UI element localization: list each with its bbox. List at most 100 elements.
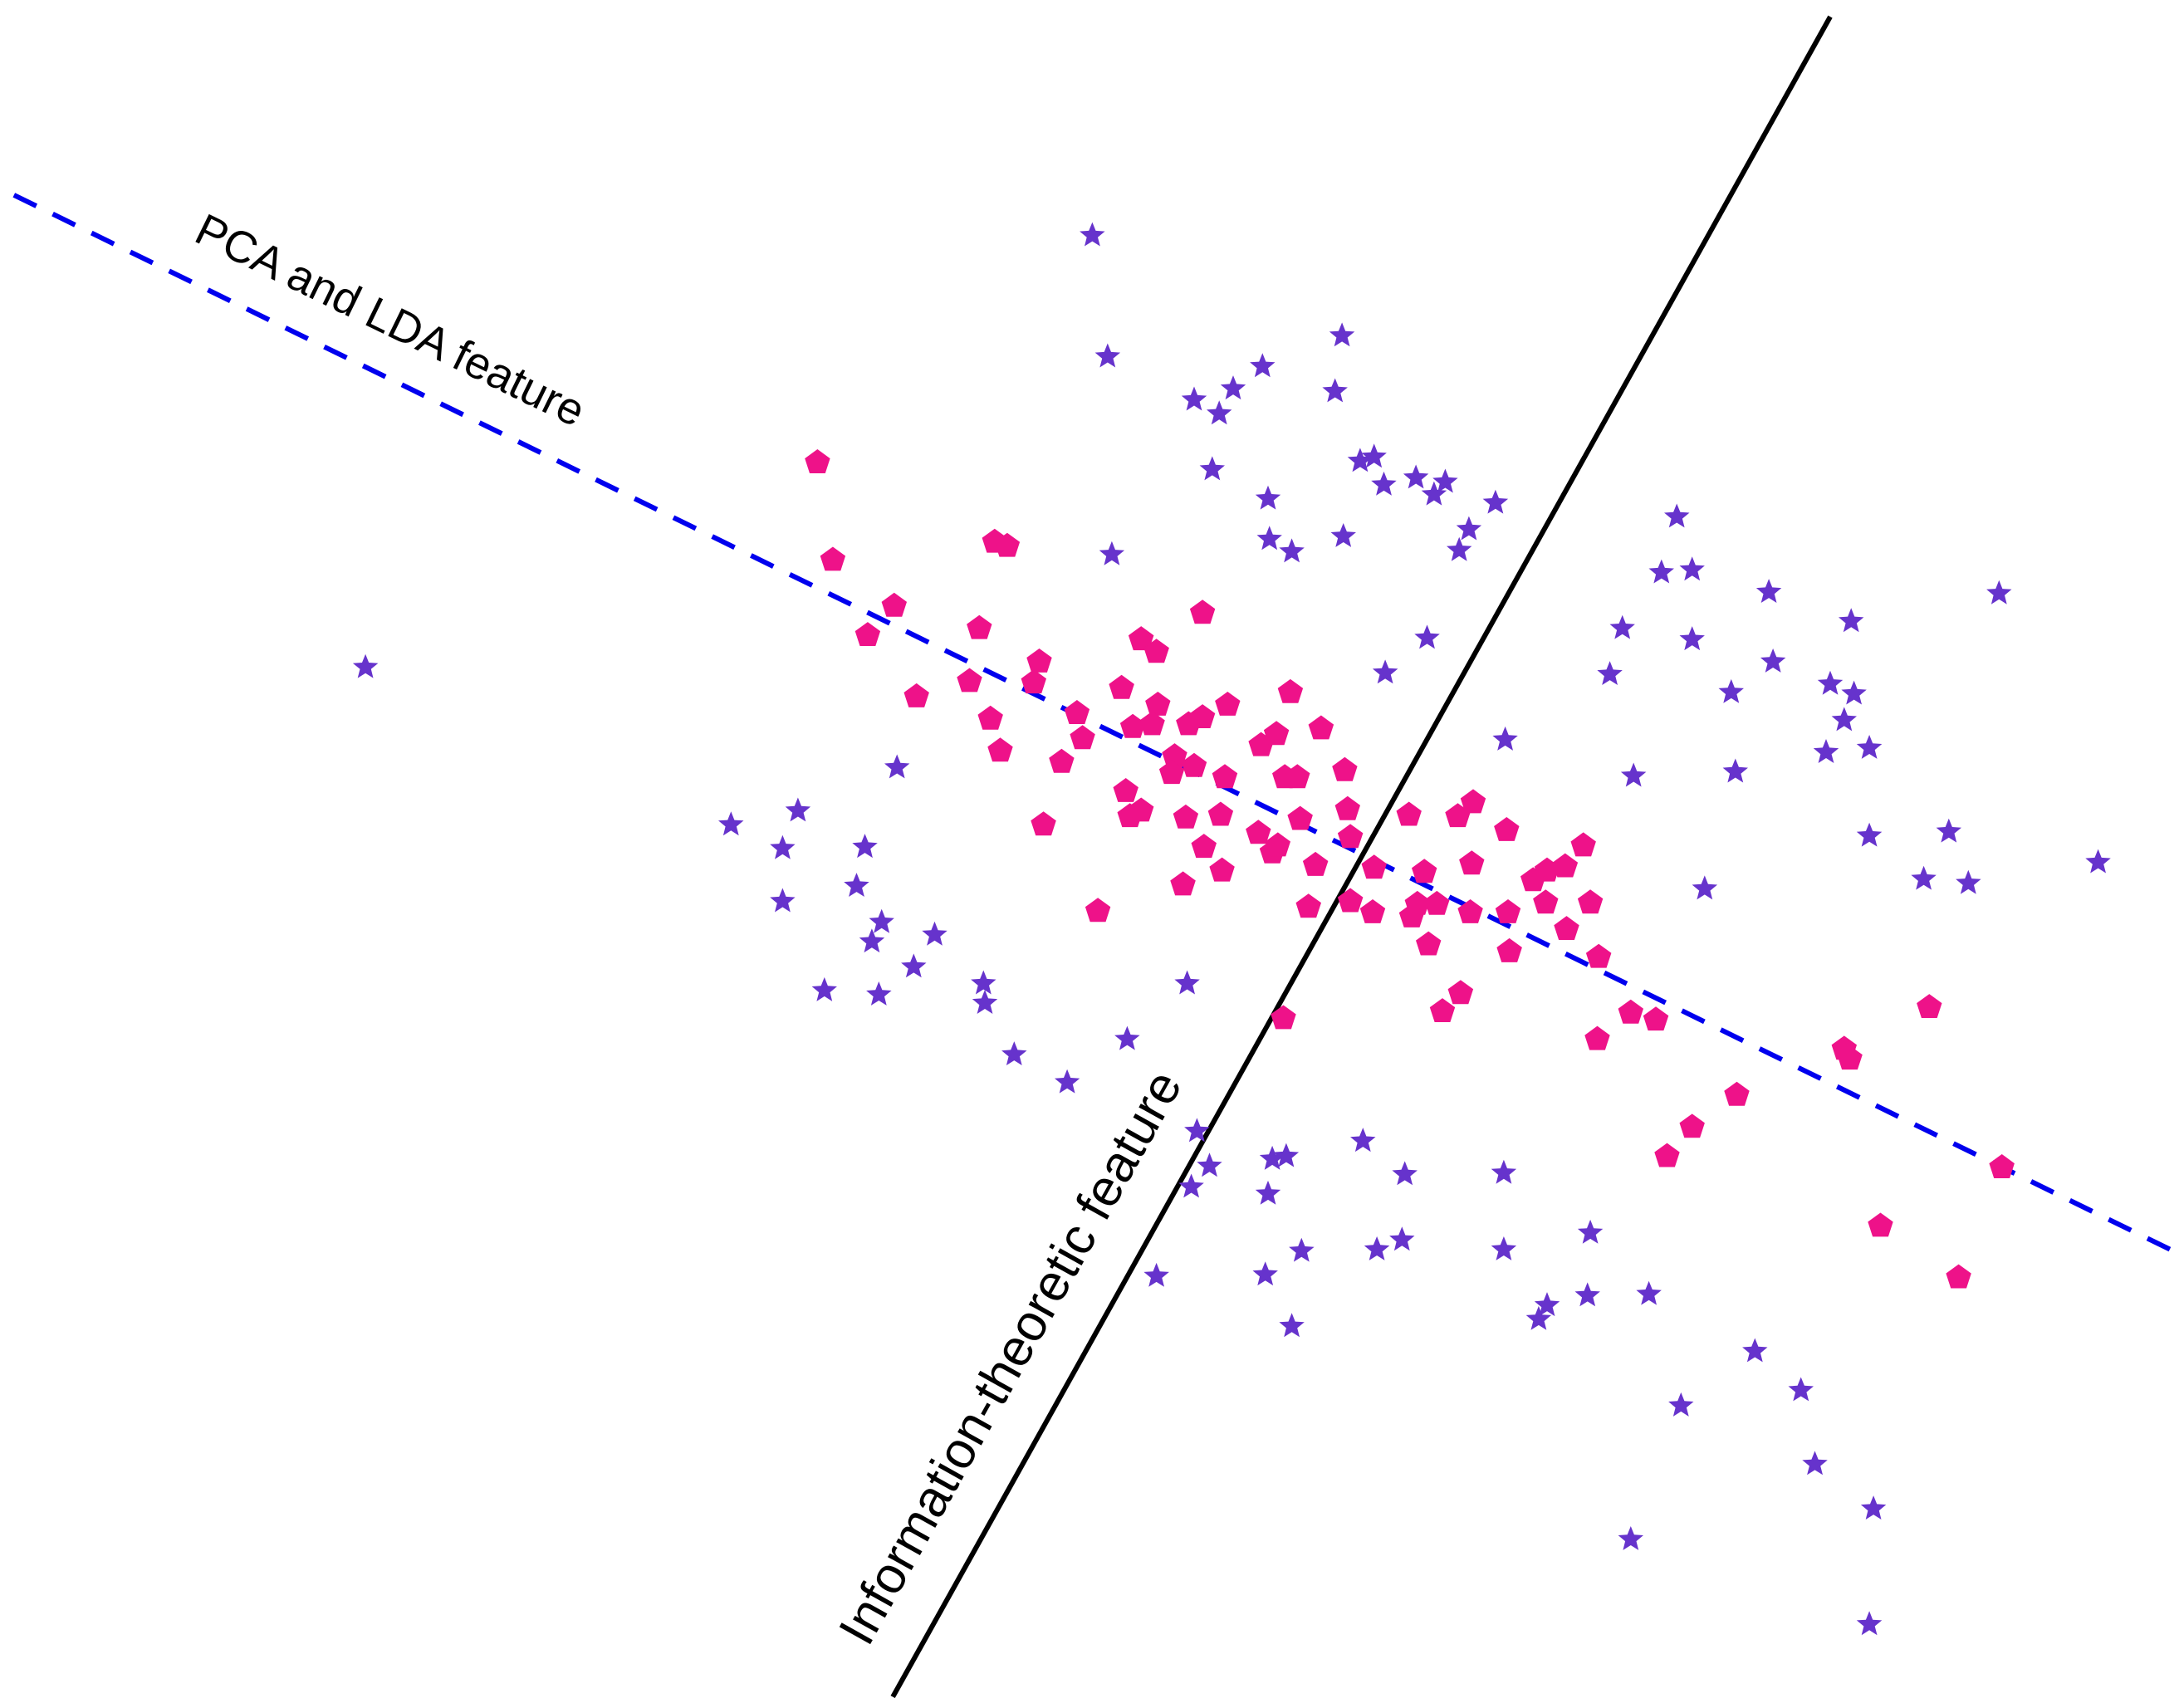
pentagon-point bbox=[1554, 916, 1579, 940]
pentagon-point bbox=[903, 683, 929, 707]
star-point bbox=[1841, 680, 1867, 705]
star-point bbox=[1329, 322, 1355, 347]
pentagon-point bbox=[881, 592, 907, 617]
pentagon-point bbox=[1416, 931, 1442, 956]
feature-line bbox=[12, 193, 2175, 1254]
star-point bbox=[1597, 661, 1623, 685]
star-point bbox=[1664, 503, 1690, 528]
pentagon-point bbox=[1209, 857, 1235, 882]
star-point bbox=[1350, 1128, 1376, 1153]
star-point bbox=[1114, 1025, 1140, 1050]
star-point bbox=[1936, 818, 1961, 843]
pentagon-point bbox=[977, 705, 1003, 730]
star-point bbox=[1080, 222, 1105, 247]
pentagon-point bbox=[1181, 752, 1207, 777]
star-point bbox=[1432, 468, 1458, 493]
star-point bbox=[1482, 489, 1509, 514]
star-point bbox=[1668, 1392, 1694, 1417]
pentagon-point bbox=[1189, 704, 1216, 728]
pentagon-point bbox=[1031, 811, 1056, 836]
star-point bbox=[1361, 443, 1387, 468]
pentagon-point bbox=[987, 737, 1013, 762]
star-point bbox=[1447, 536, 1472, 561]
pentagon-point bbox=[820, 546, 846, 571]
star-point bbox=[1986, 580, 2012, 604]
star-point bbox=[1178, 1173, 1204, 1198]
pentagon-point bbox=[1049, 748, 1075, 773]
star-point bbox=[1577, 1219, 1604, 1244]
star-point bbox=[1491, 1159, 1517, 1184]
pentagon-point bbox=[1271, 1005, 1296, 1030]
star-point bbox=[1143, 1262, 1169, 1287]
pentagon-point bbox=[1277, 678, 1304, 703]
star-point bbox=[1492, 726, 1518, 751]
star-point bbox=[1456, 516, 1482, 541]
pentagon-point bbox=[1139, 711, 1165, 736]
star-point bbox=[1099, 541, 1125, 565]
star-point bbox=[1364, 1236, 1390, 1260]
star-point bbox=[1574, 1282, 1600, 1307]
pentagon-point bbox=[1145, 692, 1171, 716]
pentagon-point bbox=[1396, 801, 1422, 826]
pentagon-point bbox=[1552, 853, 1579, 878]
star-point bbox=[1788, 1377, 1814, 1402]
star-point bbox=[1956, 869, 1981, 894]
pentagon-point bbox=[1334, 795, 1360, 820]
pentagon-point bbox=[1128, 626, 1154, 651]
pentagon-point bbox=[1191, 834, 1217, 859]
star-point bbox=[866, 981, 892, 1006]
pentagon-point bbox=[1457, 899, 1483, 923]
star-point bbox=[1197, 1153, 1222, 1177]
star-point bbox=[1648, 559, 1674, 584]
pentagon-point bbox=[1585, 943, 1612, 968]
pentagon-point bbox=[1495, 899, 1521, 923]
pentagon-point bbox=[805, 449, 830, 473]
line-label: Information-theoretic feature bbox=[828, 1061, 1193, 1654]
star-point bbox=[1856, 1611, 1883, 1636]
star-point bbox=[1839, 608, 1864, 633]
star-point bbox=[1371, 471, 1397, 496]
pentagon-point bbox=[1215, 692, 1241, 716]
star-point bbox=[1609, 614, 1635, 639]
star-point bbox=[811, 976, 837, 1001]
star-point bbox=[1330, 523, 1356, 547]
star-point bbox=[1289, 1237, 1315, 1262]
pentagon-point bbox=[1337, 824, 1364, 849]
star-point bbox=[770, 888, 796, 913]
star-point bbox=[1259, 1145, 1285, 1170]
star-point bbox=[1255, 1180, 1281, 1205]
pentagon-point bbox=[1070, 725, 1095, 750]
pentagon-point bbox=[957, 668, 982, 692]
pentagon-point bbox=[1459, 850, 1485, 875]
star-point bbox=[1802, 1451, 1828, 1476]
pentagon-point bbox=[1917, 994, 1942, 1018]
pentagon-point bbox=[1724, 1081, 1750, 1106]
star-point bbox=[1525, 1305, 1552, 1330]
star-point bbox=[1403, 464, 1429, 489]
star-point bbox=[785, 797, 811, 822]
pentagon-point bbox=[1143, 639, 1169, 663]
star-point bbox=[1279, 538, 1305, 563]
star-point bbox=[1491, 1236, 1517, 1260]
star-point bbox=[1054, 1069, 1080, 1094]
star-point bbox=[972, 990, 998, 1014]
star-point bbox=[1831, 707, 1857, 732]
star-point bbox=[1255, 485, 1281, 510]
star-point bbox=[1813, 739, 1839, 763]
pentagon-point bbox=[1285, 764, 1310, 789]
pentagon-point bbox=[967, 614, 992, 639]
star-point bbox=[1860, 1495, 1887, 1520]
pentagon-point bbox=[1424, 890, 1450, 915]
pentagon-point bbox=[1158, 760, 1185, 785]
feature-line bbox=[890, 15, 1833, 1699]
pentagon-point bbox=[1460, 789, 1486, 814]
star-point bbox=[1414, 624, 1440, 649]
star-point bbox=[1181, 386, 1207, 411]
star-point bbox=[1199, 456, 1225, 481]
star-point bbox=[1372, 659, 1398, 684]
pentagon-point bbox=[1868, 1212, 1893, 1237]
pentagon-point bbox=[1946, 1264, 1971, 1289]
pentagon-point bbox=[1302, 851, 1329, 876]
